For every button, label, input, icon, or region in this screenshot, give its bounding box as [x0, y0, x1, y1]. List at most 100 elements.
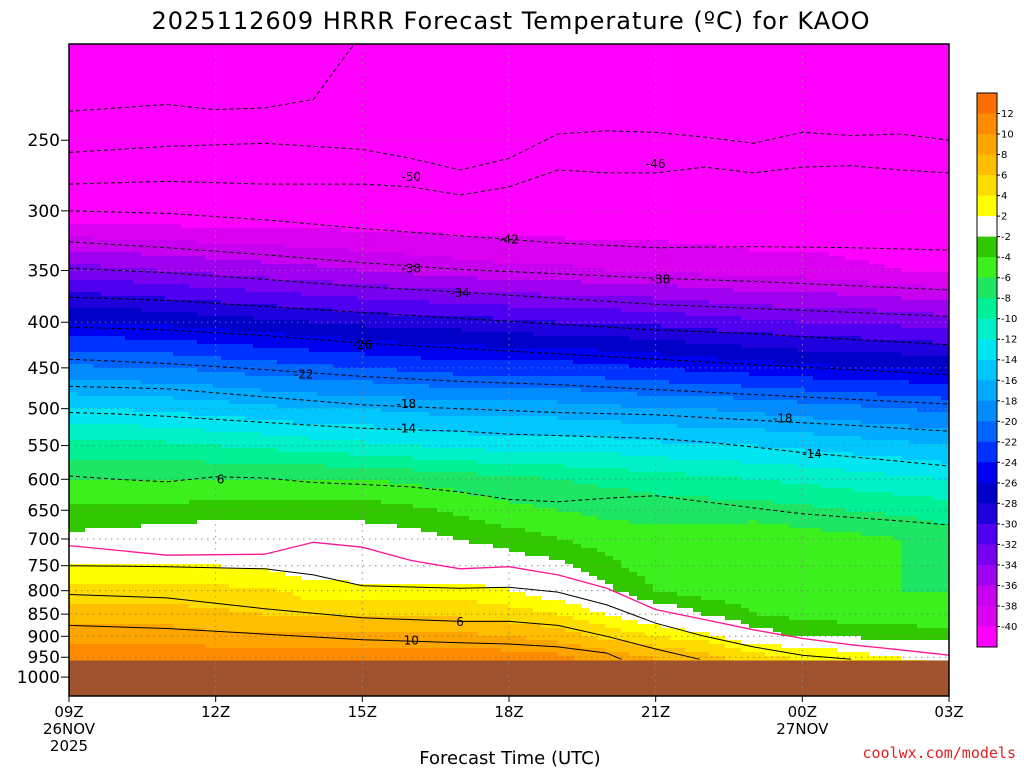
temperature-cell: [269, 392, 278, 405]
temperature-cell: [533, 508, 542, 533]
temperature-cell: [837, 636, 846, 653]
temperature-cell: [757, 276, 766, 293]
temperature-cell: [637, 396, 646, 409]
temperature-cell: [605, 380, 614, 393]
temperature-cell: [925, 476, 934, 497]
temperature-cell: [941, 500, 949, 525]
temperature-cell: [757, 628, 766, 645]
temperature-cell: [301, 308, 310, 321]
temperature-cell: [933, 344, 942, 357]
temperature-cell: [157, 312, 166, 325]
temperature-cell: [469, 276, 478, 293]
temperature-cell: [917, 444, 926, 461]
temperature-cell: [429, 600, 438, 617]
temperature-cell: [621, 632, 630, 641]
temperature-cell: [245, 228, 254, 245]
temperature-cell: [685, 396, 694, 409]
temperature-cell: [837, 488, 846, 509]
temperature-cell: [333, 248, 342, 269]
temperature-cell: [933, 412, 942, 429]
temperature-cell: [69, 280, 78, 293]
temperature-cell: [645, 424, 654, 441]
temperature-cell: [565, 336, 574, 349]
temperature-cell: [597, 436, 606, 453]
temperature-cell: [621, 312, 630, 325]
temperature-cell: [709, 644, 718, 657]
temperature-cell: [613, 592, 622, 617]
temperature-cell: [125, 352, 134, 369]
temperature-cell: [613, 284, 622, 297]
temperature-cell: [637, 600, 646, 625]
temperature-cell: [317, 452, 326, 465]
temperature-cell: [85, 424, 94, 441]
grid-lines: [69, 44, 949, 696]
temperature-cell: [901, 396, 910, 409]
temperature-cell: [429, 256, 438, 277]
temperature-cell: [173, 504, 182, 525]
temperature-cell: [925, 356, 934, 369]
temperature-cell: [749, 376, 758, 389]
temperature-cell: [637, 272, 646, 285]
temperature-cell: [869, 340, 878, 353]
temperature-cell: [237, 432, 246, 449]
temperature-cell: [733, 648, 742, 665]
temperature-cell: [93, 644, 102, 677]
temperature-cell: [301, 336, 310, 349]
temperature-cell: [205, 372, 214, 385]
temperature-cell: [845, 472, 854, 489]
temperature-cell: [453, 304, 462, 317]
temperature-cell: [853, 472, 862, 493]
temperature-cell: [613, 616, 622, 629]
temperature-cell: [469, 544, 478, 585]
temperature-cell: [149, 524, 158, 565]
temperature-cell: [421, 256, 430, 277]
temperature-cell: [501, 388, 510, 401]
temperature-cell: [645, 324, 654, 341]
temperature-cell: [669, 284, 678, 301]
temperature-cell: [709, 524, 718, 601]
temperature-cell: [717, 396, 726, 413]
temperature-cell: [125, 440, 134, 461]
temperature-cell: [101, 480, 110, 505]
temperature-cell: [125, 44, 134, 225]
temperature-cell: [133, 224, 142, 241]
temperature-cell: [269, 520, 278, 573]
temperature-cell: [941, 344, 949, 357]
temperature-cell: [869, 44, 878, 265]
temperature-cell: [717, 444, 726, 461]
temperature-cell: [597, 324, 606, 337]
temperature-cell: [589, 296, 598, 309]
temperature-cell: [941, 272, 949, 289]
temperature-cell: [245, 420, 254, 433]
temperature-cell: [757, 252, 766, 277]
temperature-cell: [93, 460, 102, 481]
temperature-cell: [581, 364, 590, 377]
temperature-cell: [901, 460, 910, 477]
temperature-cell: [101, 224, 110, 241]
temperature-cell: [757, 44, 766, 253]
temperature-cell: [885, 340, 894, 353]
temperature-cell: [773, 252, 782, 277]
temperature-cell: [773, 632, 782, 645]
temperature-cell: [109, 252, 118, 269]
colorbar-swatch: [977, 339, 997, 361]
temperature-cell: [789, 416, 798, 433]
temperature-cell: [77, 584, 86, 605]
temperature-cell: [309, 392, 318, 409]
temperature-cell: [933, 628, 942, 641]
temperature-cell: [893, 456, 902, 477]
temperature-cell: [157, 340, 166, 353]
temperature-cell: [677, 368, 686, 385]
temperature-cell: [789, 464, 798, 485]
temperature-cell: [405, 356, 414, 373]
contour-label: 10: [404, 634, 419, 648]
temperature-cell: [597, 552, 606, 581]
temperature-cell: [413, 528, 422, 585]
temperature-cell: [77, 224, 86, 237]
temperature-cell: [733, 344, 742, 361]
temperature-cell: [533, 348, 542, 361]
temperature-cell: [317, 380, 326, 397]
temperature-cell: [293, 348, 302, 365]
temperature-cell: [717, 644, 726, 657]
temperature-cell: [885, 324, 894, 341]
